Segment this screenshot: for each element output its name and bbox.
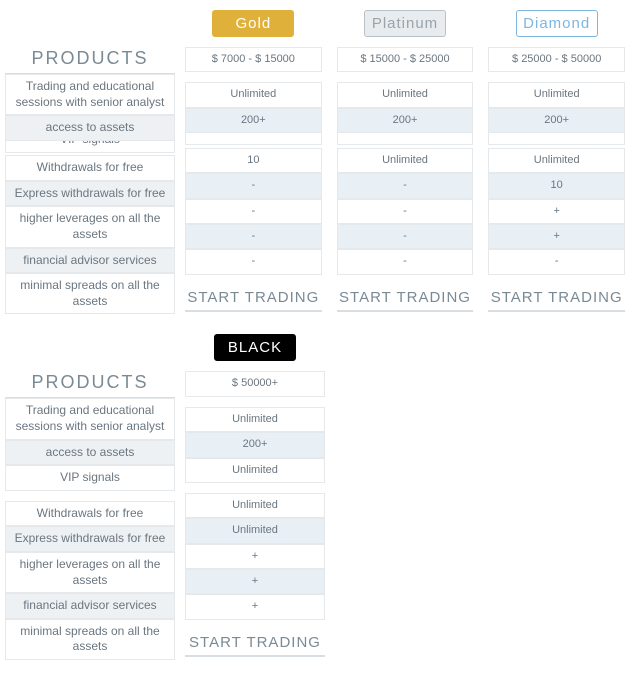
cell: -	[185, 249, 322, 274]
label-access-assets: access to assets	[5, 440, 175, 466]
label-withdrawals: Withdrawals for free	[5, 501, 175, 527]
cell: Unlimited	[185, 407, 325, 432]
cell: -	[337, 249, 474, 274]
label-higher-leverages: higher leverages on all the assets	[5, 206, 175, 247]
cell: 200+	[185, 108, 322, 133]
tier-badge-platinum: Platinum	[364, 10, 446, 37]
start-trading-button[interactable]: START TRADING	[185, 626, 325, 657]
cell: -	[337, 199, 474, 224]
cell: -	[185, 173, 322, 198]
start-trading-button[interactable]: START TRADING	[488, 281, 625, 312]
start-trading-button[interactable]: START TRADING	[337, 281, 474, 312]
cell: -	[337, 224, 474, 249]
cell: 10	[488, 173, 625, 198]
label-withdrawals: Withdrawals for free	[5, 155, 175, 181]
cell: Unlimited	[185, 493, 325, 518]
tier-badge-gold: Gold	[212, 10, 294, 37]
cell: +	[488, 224, 625, 249]
cell: 200+	[337, 108, 474, 133]
label-minimal-spreads: minimal spreads on all the assets	[5, 273, 175, 314]
label-sessions: Trading and educational sessions with se…	[5, 398, 175, 439]
cell: 200+	[185, 432, 325, 457]
cell: +	[488, 199, 625, 224]
tier-badge-black: BLACK	[214, 334, 296, 361]
start-trading-button[interactable]: START TRADING	[185, 281, 322, 312]
label-minimal-spreads: minimal spreads on all the assets	[5, 619, 175, 660]
label-sessions: Trading and educational sessions with se…	[5, 74, 175, 115]
tier-gold: Gold $ 7000 - $ 15000 Unlimited · 200+ 1…	[185, 10, 322, 312]
cell: Unlimited	[185, 458, 325, 483]
cell: Unlimited	[337, 148, 474, 173]
tier-black: BLACK $ 50000+ Unlimited 200+ Unlimited …	[185, 334, 325, 657]
pricing-section-1: PRODUCTS Trading and educational session…	[0, 0, 630, 324]
tiers-row-1: Gold $ 7000 - $ 15000 Unlimited · 200+ 1…	[185, 10, 625, 312]
price-diamond: $ 25000 - $ 50000	[488, 47, 625, 72]
label-higher-leverages: higher leverages on all the assets	[5, 552, 175, 593]
label-express-withdrawals: Express withdrawals for free	[5, 181, 175, 207]
cell: -	[185, 199, 322, 224]
products-header: PRODUCTS	[5, 42, 175, 74]
cell: -	[488, 249, 625, 274]
cell: +	[185, 569, 325, 594]
cell: 10	[185, 148, 322, 173]
tiers-row-2: BLACK $ 50000+ Unlimited 200+ Unlimited …	[185, 334, 625, 657]
cell: Unlimited	[488, 82, 625, 107]
label-vip-signals: VIP signals	[5, 465, 175, 491]
pricing-section-2: PRODUCTS Trading and educational session…	[0, 324, 630, 670]
label-access-assets: access to assets	[5, 115, 175, 141]
row-labels-col: PRODUCTS Trading and educational session…	[5, 10, 175, 314]
tier-platinum: Platinum $ 15000 - $ 25000 Unlimited · 2…	[337, 10, 474, 312]
cell: 200+	[488, 108, 625, 133]
label-financial-advisor: financial advisor services	[5, 593, 175, 619]
cell: Unlimited	[185, 518, 325, 543]
cell: -	[337, 173, 474, 198]
cell: Unlimited	[488, 148, 625, 173]
price-gold: $ 7000 - $ 15000	[185, 47, 322, 72]
cell: +	[185, 594, 325, 619]
label-financial-advisor: financial advisor services	[5, 248, 175, 274]
cell: -	[185, 224, 322, 249]
products-header: PRODUCTS	[5, 366, 175, 398]
row-labels-col-2: PRODUCTS Trading and educational session…	[5, 334, 175, 660]
label-express-withdrawals: Express withdrawals for free	[5, 526, 175, 552]
cell: Unlimited	[185, 82, 322, 107]
price-platinum: $ 15000 - $ 25000	[337, 47, 474, 72]
price-black: $ 50000+	[185, 371, 325, 396]
tier-badge-diamond: Diamond	[516, 10, 598, 37]
cell: Unlimited	[337, 82, 474, 107]
cell: +	[185, 544, 325, 569]
tier-diamond: Diamond $ 25000 - $ 50000 Unlimited · 20…	[488, 10, 625, 312]
